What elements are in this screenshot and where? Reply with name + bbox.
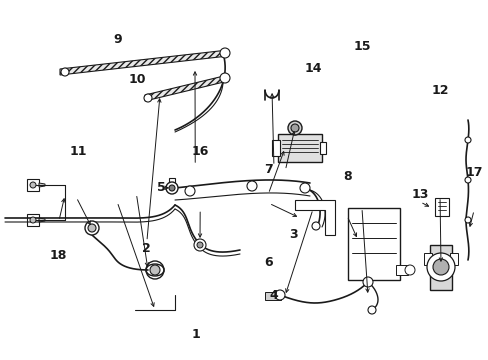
Circle shape xyxy=(30,217,36,223)
Circle shape xyxy=(432,259,448,275)
Circle shape xyxy=(404,265,414,275)
Circle shape xyxy=(143,94,152,102)
Polygon shape xyxy=(294,200,334,235)
Polygon shape xyxy=(60,50,227,75)
Text: 12: 12 xyxy=(430,84,448,96)
Circle shape xyxy=(169,185,175,191)
Bar xyxy=(271,140,280,156)
Circle shape xyxy=(88,224,96,232)
Circle shape xyxy=(197,242,203,248)
Circle shape xyxy=(274,290,285,300)
Circle shape xyxy=(464,177,470,183)
Circle shape xyxy=(426,253,454,281)
Text: 7: 7 xyxy=(264,163,273,176)
Text: 17: 17 xyxy=(465,166,482,179)
Circle shape xyxy=(61,68,69,76)
Circle shape xyxy=(30,182,36,188)
Text: 15: 15 xyxy=(352,40,370,53)
Circle shape xyxy=(150,265,160,275)
Bar xyxy=(86,225,91,231)
Text: 10: 10 xyxy=(128,73,145,86)
Text: 11: 11 xyxy=(69,145,87,158)
Bar xyxy=(319,142,325,154)
Circle shape xyxy=(311,222,319,230)
Bar xyxy=(278,134,321,162)
Polygon shape xyxy=(39,183,45,187)
Text: 14: 14 xyxy=(304,62,321,75)
Circle shape xyxy=(165,182,178,194)
Bar xyxy=(169,178,175,188)
Circle shape xyxy=(85,221,99,235)
Text: 6: 6 xyxy=(264,256,273,269)
Polygon shape xyxy=(145,75,227,101)
Polygon shape xyxy=(39,218,45,222)
Circle shape xyxy=(367,306,375,314)
Bar xyxy=(434,198,448,216)
Bar xyxy=(347,208,399,280)
Text: 5: 5 xyxy=(157,181,165,194)
Circle shape xyxy=(464,137,470,143)
Bar xyxy=(395,265,407,275)
Circle shape xyxy=(287,121,302,135)
Circle shape xyxy=(184,186,195,196)
Bar xyxy=(429,245,451,290)
Circle shape xyxy=(220,48,229,58)
Bar xyxy=(423,253,431,265)
Circle shape xyxy=(220,73,229,83)
Bar xyxy=(449,253,457,265)
Circle shape xyxy=(464,217,470,223)
Text: 18: 18 xyxy=(50,249,67,262)
Circle shape xyxy=(290,124,298,132)
Circle shape xyxy=(194,239,205,251)
Circle shape xyxy=(299,183,309,193)
Circle shape xyxy=(246,181,257,191)
Text: 2: 2 xyxy=(142,242,151,255)
Bar xyxy=(27,179,39,191)
Bar xyxy=(264,292,281,300)
Text: 8: 8 xyxy=(342,170,351,183)
Text: 4: 4 xyxy=(269,289,278,302)
Text: 3: 3 xyxy=(288,228,297,240)
Text: 1: 1 xyxy=(191,328,200,341)
Text: 13: 13 xyxy=(411,188,428,201)
Text: 9: 9 xyxy=(113,33,122,46)
Circle shape xyxy=(362,277,372,287)
Bar xyxy=(27,214,39,226)
Text: 16: 16 xyxy=(191,145,209,158)
